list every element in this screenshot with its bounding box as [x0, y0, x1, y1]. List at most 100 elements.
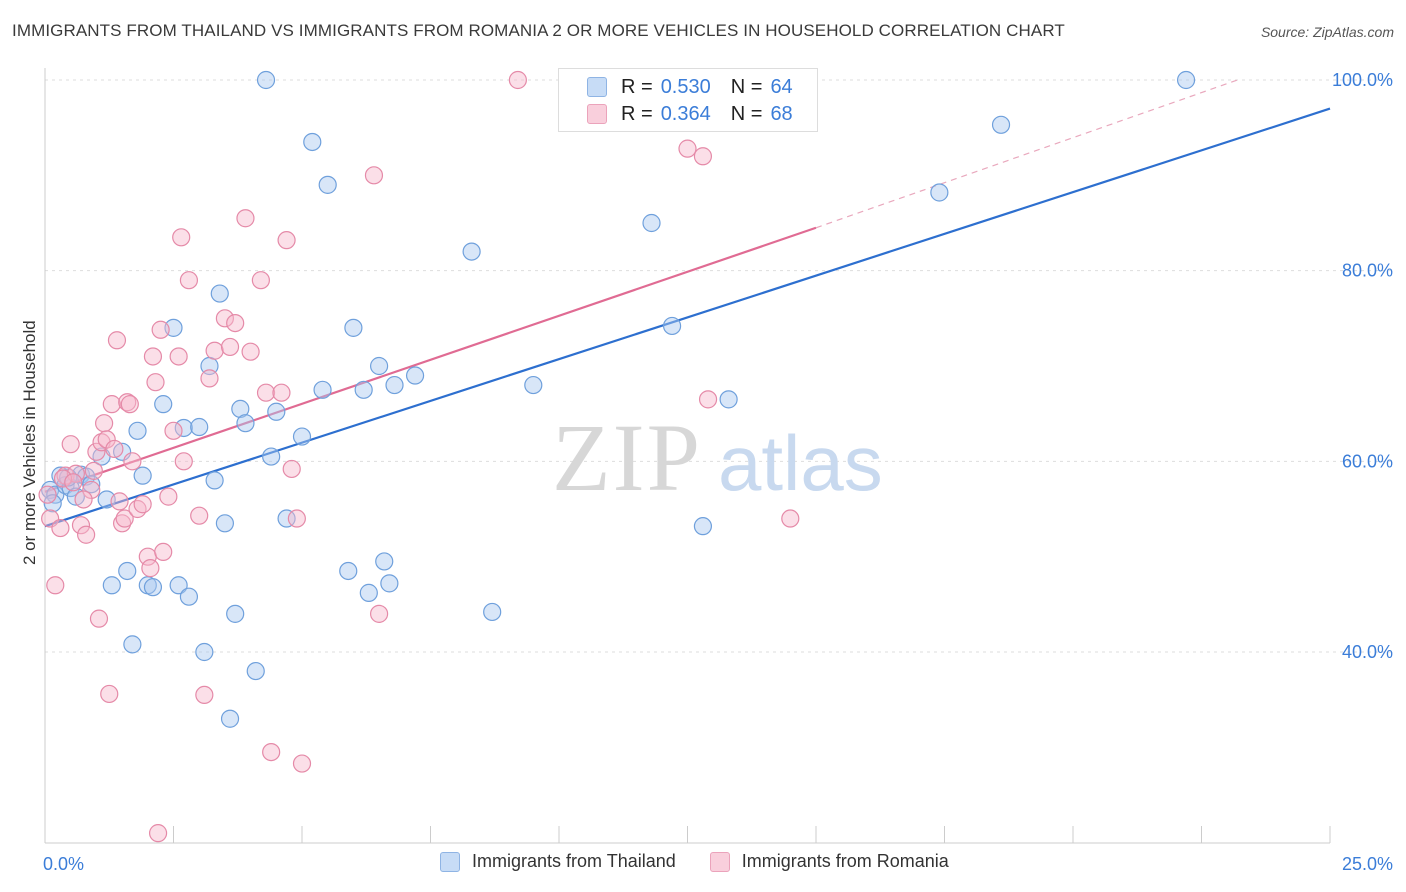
thailand-point — [344, 318, 363, 337]
romania-point — [71, 516, 91, 535]
thailand-point — [262, 447, 281, 466]
thailand-r-label: R = — [621, 75, 653, 98]
x-tick-label-max: 25.0% — [1342, 854, 1393, 874]
thailand-point — [190, 417, 209, 437]
thailand-point — [267, 402, 286, 421]
thailand-n-label: N = — [730, 75, 763, 98]
romania-point — [226, 314, 245, 333]
romania-legend-swatch — [709, 851, 730, 872]
thailand-point — [313, 380, 332, 399]
romania-point — [118, 393, 137, 412]
romania-point — [272, 383, 291, 402]
thailand-point — [43, 494, 62, 513]
thailand-point — [210, 284, 229, 303]
thailand-point — [1176, 70, 1196, 90]
thailand-legend-label: Immigrants from Thailand — [472, 851, 676, 871]
legend-item-thailand[interactable]: Immigrants from Thailand — [440, 851, 676, 872]
stats-legend: R = 0.530 N = 64 R = 0.364 N = 68 — [558, 68, 818, 132]
watermark-zip: ZIP — [552, 404, 702, 511]
romania-point — [64, 473, 83, 492]
romania-r-label: R = — [621, 102, 653, 125]
thailand-r-value: 0.530 — [660, 75, 711, 98]
thailand-point — [154, 395, 173, 414]
romania-point — [159, 487, 178, 506]
trend-lines — [44, 79, 1331, 528]
thailand-point — [524, 375, 543, 395]
romania-point — [74, 490, 93, 509]
romania-point — [154, 542, 173, 562]
source-credit: Source: ZipAtlas.com — [1260, 24, 1394, 40]
thailand-point — [462, 242, 481, 261]
thailand-point — [405, 366, 425, 385]
romania-point — [151, 320, 170, 339]
romania-point — [256, 383, 276, 402]
y-tick-label: 100.0% — [1332, 70, 1393, 90]
legend-item-romania[interactable]: Immigrants from Romania — [709, 851, 949, 872]
romania-point — [146, 373, 165, 392]
chart-title: IMMIGRANTS FROM THAILAND VS IMMIGRANTS F… — [12, 21, 1065, 40]
romania-point — [84, 461, 103, 480]
thailand-point — [930, 183, 949, 202]
thailand-point — [82, 475, 101, 494]
romania-swatch — [587, 104, 607, 124]
thailand-n-value: 64 — [770, 75, 793, 98]
romania-legend-label: Immigrants from Romania — [741, 851, 949, 871]
romania-point — [82, 480, 101, 500]
romania-point — [205, 341, 224, 360]
romania-point — [179, 271, 199, 290]
romania-point — [77, 525, 96, 544]
x-tick-label-min: 0.0% — [43, 854, 84, 874]
romania-point — [292, 754, 312, 773]
legend-row-thailand: R = 0.530 N = 64 — [587, 74, 793, 100]
romania-point — [200, 369, 219, 388]
watermark-atlas: atlas — [718, 419, 883, 507]
watermark: ZIP atlas — [552, 404, 883, 511]
grid-layer — [45, 79, 1392, 653]
romania-point — [38, 485, 57, 504]
romania-point — [287, 509, 306, 528]
romania-point — [53, 469, 73, 488]
thailand-point — [256, 70, 276, 90]
romania-point — [148, 824, 168, 843]
romania-point — [143, 347, 163, 366]
romania-point — [370, 604, 389, 623]
thailand-point — [277, 509, 296, 528]
romania-point — [251, 271, 270, 290]
romania-point — [89, 609, 109, 628]
thailand-point — [231, 399, 250, 418]
romania-point — [262, 742, 281, 762]
thailand-point — [662, 316, 682, 336]
romania-point — [174, 452, 193, 471]
romania-point — [112, 514, 132, 533]
thailand-point — [719, 390, 738, 409]
romania-point — [195, 685, 214, 705]
romania-point — [105, 439, 124, 459]
romania-point — [107, 331, 127, 350]
romania-point — [46, 576, 65, 595]
romania-point — [133, 495, 152, 514]
romania-point — [120, 395, 139, 414]
thailand-point — [143, 578, 163, 597]
legend-row-romania: R = 0.364 N = 68 — [587, 101, 793, 127]
romania-point — [282, 459, 301, 479]
thailand-point — [205, 471, 224, 490]
romania-point — [115, 509, 134, 528]
romania-point — [172, 228, 191, 247]
thailand-point — [991, 115, 1011, 134]
thailand-point — [174, 418, 193, 438]
y-axis-label: 2 or more Vehicles in Household — [20, 320, 39, 565]
romania-point — [508, 70, 527, 90]
romania-point — [95, 414, 114, 433]
romania-n-value: 68 — [770, 102, 793, 125]
thailand-point — [128, 421, 147, 440]
series-legend: Immigrants from Thailand Immigrants from… — [440, 851, 983, 872]
romania-point — [364, 166, 384, 185]
thailand-point — [123, 635, 142, 654]
thailand-legend-swatch — [440, 851, 460, 872]
thailand-point — [380, 574, 399, 593]
romania-point — [678, 139, 697, 158]
thailand-point — [215, 514, 234, 533]
thailand-point — [179, 587, 199, 606]
romania-point — [698, 390, 718, 409]
romania-point — [236, 209, 255, 228]
